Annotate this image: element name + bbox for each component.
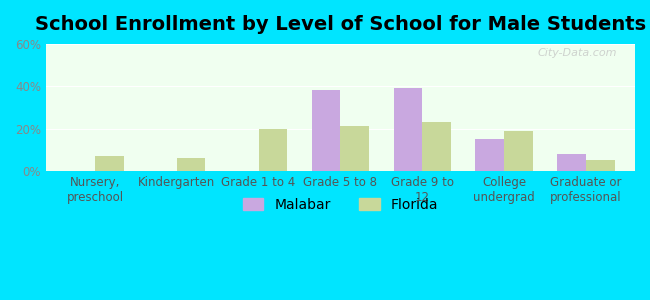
Bar bbox=[586, 160, 614, 171]
Bar bbox=[504, 131, 533, 171]
Legend: Malabar, Florida: Malabar, Florida bbox=[237, 192, 444, 217]
Bar bbox=[422, 122, 451, 171]
Bar bbox=[475, 139, 504, 171]
Title: School Enrollment by Level of School for Male Students: School Enrollment by Level of School for… bbox=[35, 15, 646, 34]
Bar bbox=[259, 129, 287, 171]
Bar bbox=[394, 88, 422, 171]
Bar bbox=[557, 154, 586, 171]
Bar bbox=[95, 156, 124, 171]
Bar bbox=[177, 158, 205, 171]
Text: City-Data.com: City-Data.com bbox=[538, 48, 618, 58]
Bar bbox=[312, 91, 341, 171]
Bar bbox=[341, 127, 369, 171]
